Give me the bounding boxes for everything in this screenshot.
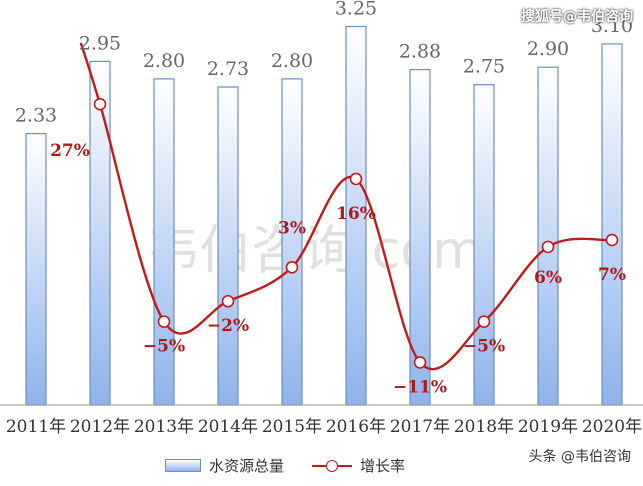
legend: 水资源总量 增长率	[165, 455, 405, 476]
legend-bar-label: 水资源总量	[209, 457, 285, 475]
x-tick-label: 2013年	[134, 417, 194, 437]
growth-rate-label: −11%	[393, 377, 447, 397]
legend-line-swatch	[312, 459, 353, 472]
growth-rate-label: 6%	[534, 268, 562, 288]
growth-rate-label: 7%	[598, 265, 626, 285]
growth-rate-marker	[93, 97, 107, 111]
bar-value-label: 2.80	[271, 50, 313, 72]
growth-rate-label: −2%	[207, 316, 249, 336]
legend-bar-swatch	[165, 459, 201, 472]
bar-2015年	[281, 78, 303, 406]
bar-value-label: 2.75	[463, 56, 505, 78]
bar-value-label: 2.73	[207, 58, 249, 80]
x-tick-label: 2012年	[70, 417, 130, 437]
bar-2019年	[537, 66, 559, 406]
x-tick-label: 2017年	[390, 417, 450, 437]
growth-rate-marker	[413, 356, 427, 369]
growth-rate-marker	[285, 260, 299, 274]
bar-2014年	[217, 86, 239, 406]
growth-rate-label: 16%	[336, 204, 376, 224]
x-tick-label: 2014年	[198, 417, 258, 437]
growth-rate-marker	[605, 233, 619, 247]
growth-rate-marker	[541, 240, 555, 254]
growth-rate-marker	[157, 315, 171, 328]
bar-2011年	[25, 133, 47, 406]
bar-value-label: 2.88	[399, 41, 441, 63]
bar-2018年	[473, 84, 495, 406]
bar-value-label: 2.33	[15, 105, 57, 127]
bottom-watermark: 头条 @韦伯咨询	[528, 449, 631, 465]
bar-value-label: 2.95	[79, 32, 121, 54]
bar-value-label: 2.90	[527, 38, 569, 60]
top-watermark: 搜狐号@韦伯咨询	[521, 9, 633, 25]
growth-rate-label: 3%	[278, 218, 306, 238]
x-tick-label: 2018年	[454, 417, 514, 437]
x-tick-label: 2015年	[262, 417, 322, 437]
bar-value-label: 3.25	[335, 0, 377, 19]
x-tick-label: 2020年	[582, 417, 642, 437]
growth-rate-marker	[349, 172, 363, 186]
x-tick-label: 2016年	[326, 417, 386, 437]
growth-rate-marker	[221, 294, 235, 308]
bar-value-label: 2.80	[143, 50, 185, 72]
bar-value-label: 3.10	[591, 15, 633, 37]
legend-line-label: 增长率	[360, 457, 406, 475]
growth-rate-line	[79, 42, 613, 371]
growth-rate-label: 27%	[50, 141, 90, 161]
bar-2012年	[89, 60, 111, 406]
growth-rate-label: −5%	[463, 337, 505, 357]
x-tick-label: 2019年	[518, 417, 578, 437]
bar-2017年	[409, 68, 431, 406]
bar-2020年	[601, 43, 623, 406]
growth-rate-marker	[477, 315, 491, 328]
x-tick-label: 2011年	[6, 417, 66, 437]
growth-rate-label: −5%	[143, 337, 185, 357]
